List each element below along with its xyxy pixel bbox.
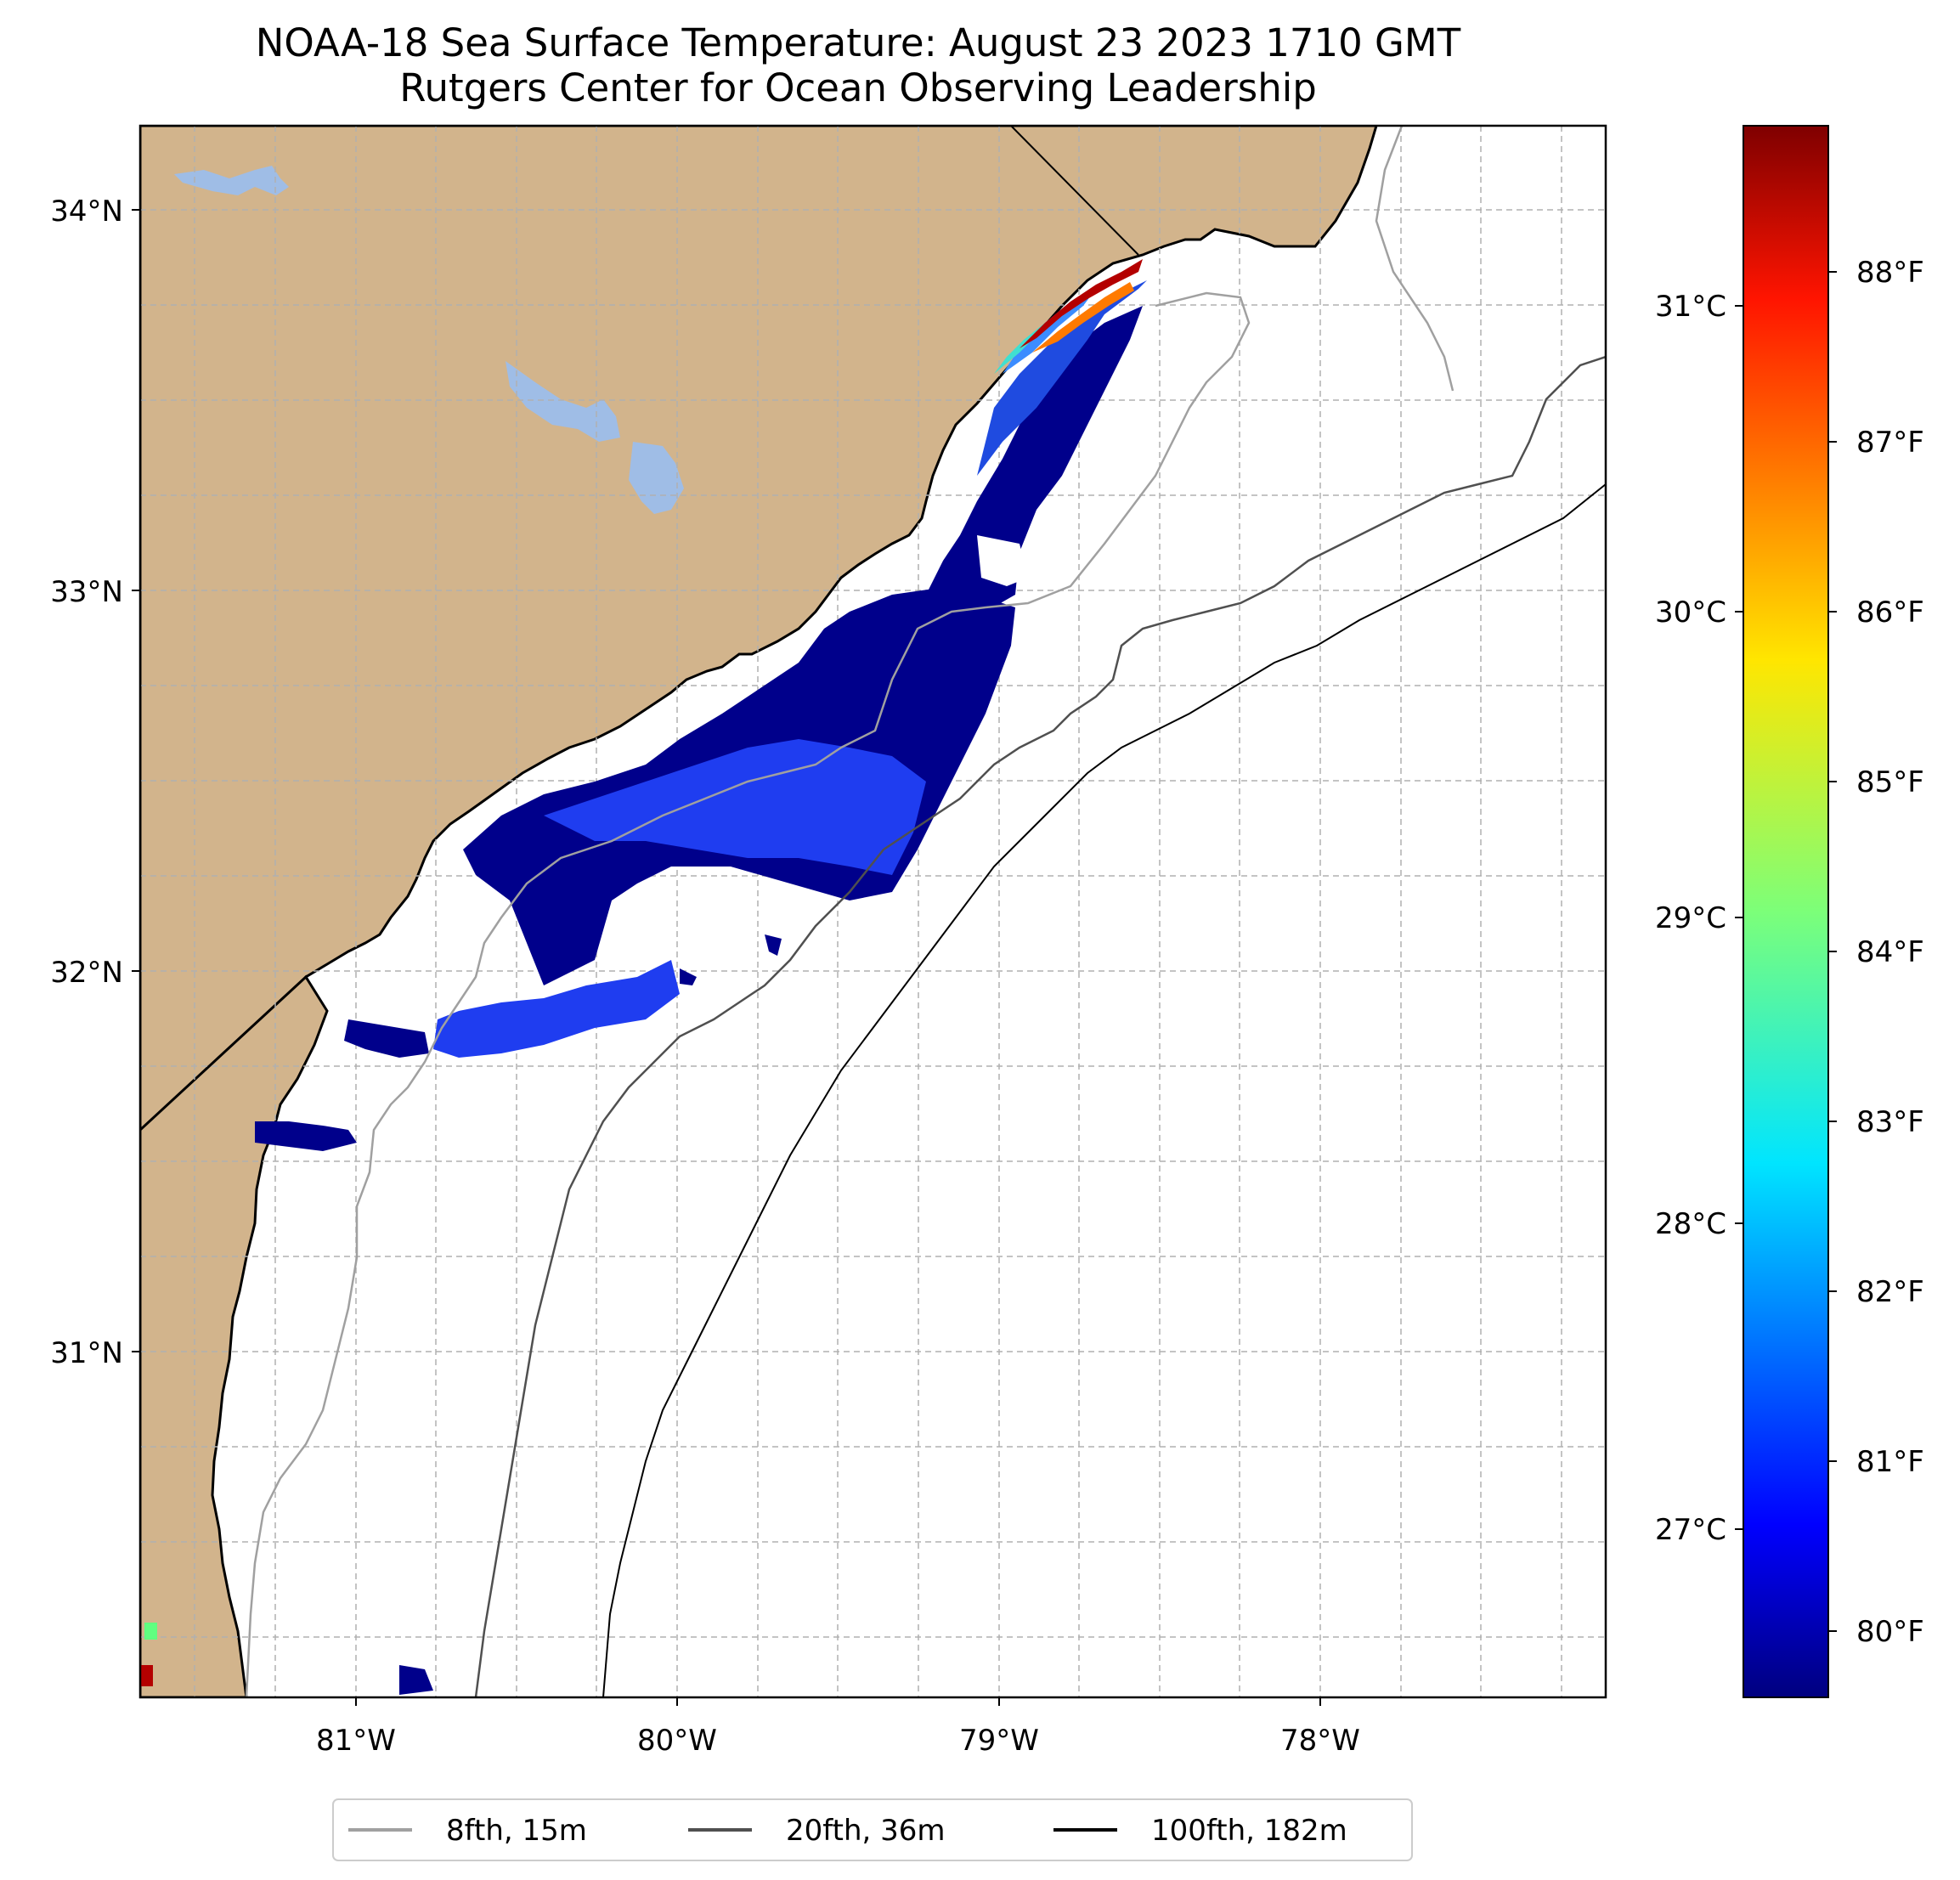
lon-axis bbox=[355, 1697, 1321, 1706]
lon-label-81: 81°W bbox=[316, 1724, 396, 1758]
lat-label-34: 34°N bbox=[50, 195, 123, 229]
cbar-f-82: 82°F bbox=[1856, 1275, 1924, 1309]
state-boundary bbox=[1010, 126, 1139, 256]
lake-moultrie bbox=[506, 361, 620, 442]
cbar-c-28: 28°C bbox=[1655, 1207, 1726, 1241]
cbar-f-83: 83°F bbox=[1856, 1105, 1924, 1139]
map-title-line1: NOAA-18 Sea Surface Temperature: August … bbox=[255, 20, 1461, 65]
cbar-f-80: 80°F bbox=[1856, 1615, 1924, 1649]
map-gridlines bbox=[140, 126, 1606, 1697]
contour-100fth bbox=[602, 483, 1606, 1697]
lat-label-31: 31°N bbox=[50, 1336, 123, 1370]
cbar-f-84: 84°F bbox=[1856, 935, 1924, 969]
cbar-c-30: 30°C bbox=[1655, 596, 1726, 629]
legend-label-8fth: 8fth, 15m bbox=[446, 1814, 587, 1848]
land-south bbox=[140, 974, 329, 1697]
legend-label-100fth: 100fth, 182m bbox=[1151, 1814, 1347, 1848]
colorbar bbox=[1743, 125, 1829, 1698]
cbar-f-81: 81°F bbox=[1856, 1445, 1924, 1479]
cbar-f-86: 86°F bbox=[1856, 596, 1924, 629]
cbar-c-31: 31°C bbox=[1655, 290, 1726, 324]
lon-label-79: 79°W bbox=[959, 1724, 1039, 1758]
cbar-c-29: 29°C bbox=[1655, 901, 1726, 935]
colorbar-f-ticks bbox=[1828, 271, 1837, 1632]
lat-label-32: 32°N bbox=[50, 956, 123, 990]
cbar-f-87: 87°F bbox=[1856, 426, 1924, 460]
map-frame bbox=[138, 124, 1607, 1699]
legend bbox=[332, 1798, 1413, 1861]
lake-north bbox=[174, 166, 289, 195]
lat-label-33: 33°N bbox=[50, 575, 123, 609]
contour-20fth bbox=[474, 355, 1606, 1697]
cbar-c-27: 27°C bbox=[1655, 1513, 1726, 1547]
lon-label-78: 78°W bbox=[1280, 1724, 1360, 1758]
cbar-f-85: 85°F bbox=[1856, 765, 1924, 799]
lat-axis bbox=[132, 209, 140, 1352]
map-title-line2: Rutgers Center for Ocean Observing Leade… bbox=[399, 65, 1317, 110]
lon-label-80: 80°W bbox=[637, 1724, 717, 1758]
cbar-f-88: 88°F bbox=[1856, 256, 1924, 290]
colorbar-c-ticks bbox=[1735, 305, 1743, 1530]
legend-label-20fth: 20fth, 36m bbox=[786, 1814, 946, 1848]
contour-8fth bbox=[245, 126, 1454, 1697]
